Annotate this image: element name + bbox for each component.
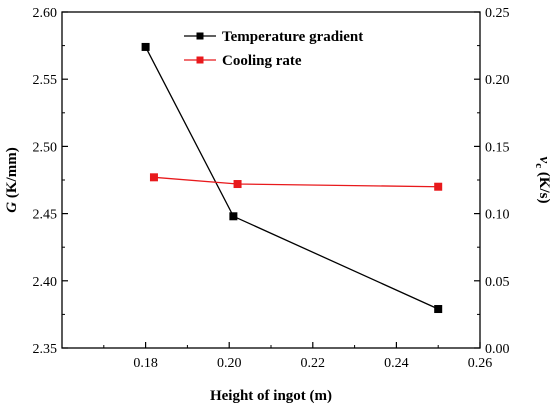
left-y-tick-label: 2.55 bbox=[33, 73, 58, 88]
left-y-axis-ticks: 2.35 2.40 2.45 2.50 2.55 2.60 bbox=[33, 6, 68, 357]
left-y-tick-label: 2.40 bbox=[33, 275, 58, 290]
left-y-tick-label: 2.45 bbox=[33, 208, 58, 223]
x-tick-label: 0.24 bbox=[384, 356, 409, 371]
legend: Temperature gradient Cooling rate bbox=[184, 29, 363, 69]
right-y-axis-title-symbol: v bbox=[536, 157, 550, 164]
left-y-tick-label: 2.60 bbox=[33, 6, 58, 21]
x-tick-label: 0.18 bbox=[133, 356, 158, 371]
left-y-axis-title-symbol: G bbox=[4, 202, 20, 213]
right-y-axis-title-subscript: c bbox=[533, 163, 545, 168]
right-y-tick-label: 0.05 bbox=[485, 275, 510, 290]
left-y-axis-title: G (K/mm) bbox=[4, 147, 20, 212]
legend-marker-cooling bbox=[196, 56, 204, 64]
right-y-tick-label: 0.10 bbox=[485, 208, 510, 223]
series-1-point bbox=[233, 180, 242, 189]
series-line-1 bbox=[153, 176, 439, 188]
series-layer bbox=[141, 42, 443, 314]
legend-label-temperature: Temperature gradient bbox=[222, 29, 363, 45]
series-0-point bbox=[434, 305, 443, 314]
left-y-tick-label: 2.35 bbox=[33, 342, 58, 357]
right-y-axis-title: vc (K/s) bbox=[533, 157, 550, 204]
right-y-axis-title-unit: (K/s) bbox=[536, 168, 550, 203]
right-y-tick-label: 0.15 bbox=[485, 140, 510, 155]
right-y-axis-ticks: 0.00 0.05 0.10 0.15 0.20 0.25 bbox=[474, 6, 510, 357]
x-axis-ticks: 0.18 0.20 0.22 0.24 0.26 bbox=[103, 342, 493, 371]
series-0-point bbox=[141, 42, 150, 51]
left-y-tick-label: 2.50 bbox=[33, 140, 58, 155]
right-y-tick-label: 0.00 bbox=[485, 342, 510, 357]
legend-marker-temperature bbox=[196, 32, 204, 40]
series-1-point bbox=[434, 182, 443, 191]
x-tick-label: 0.26 bbox=[468, 356, 493, 371]
right-y-tick-label: 0.25 bbox=[485, 6, 510, 21]
series-0-point bbox=[229, 212, 238, 221]
x-tick-label: 0.20 bbox=[217, 356, 242, 371]
legend-label-cooling: Cooling rate bbox=[222, 53, 302, 69]
series-1-point bbox=[149, 173, 158, 182]
left-y-axis-title-unit: (K/mm) bbox=[4, 147, 20, 202]
right-y-tick-label: 0.20 bbox=[485, 73, 510, 88]
x-axis-title: Height of ingot (m) bbox=[210, 388, 332, 404]
x-tick-label: 0.22 bbox=[301, 356, 326, 371]
series-line-0 bbox=[145, 46, 439, 310]
